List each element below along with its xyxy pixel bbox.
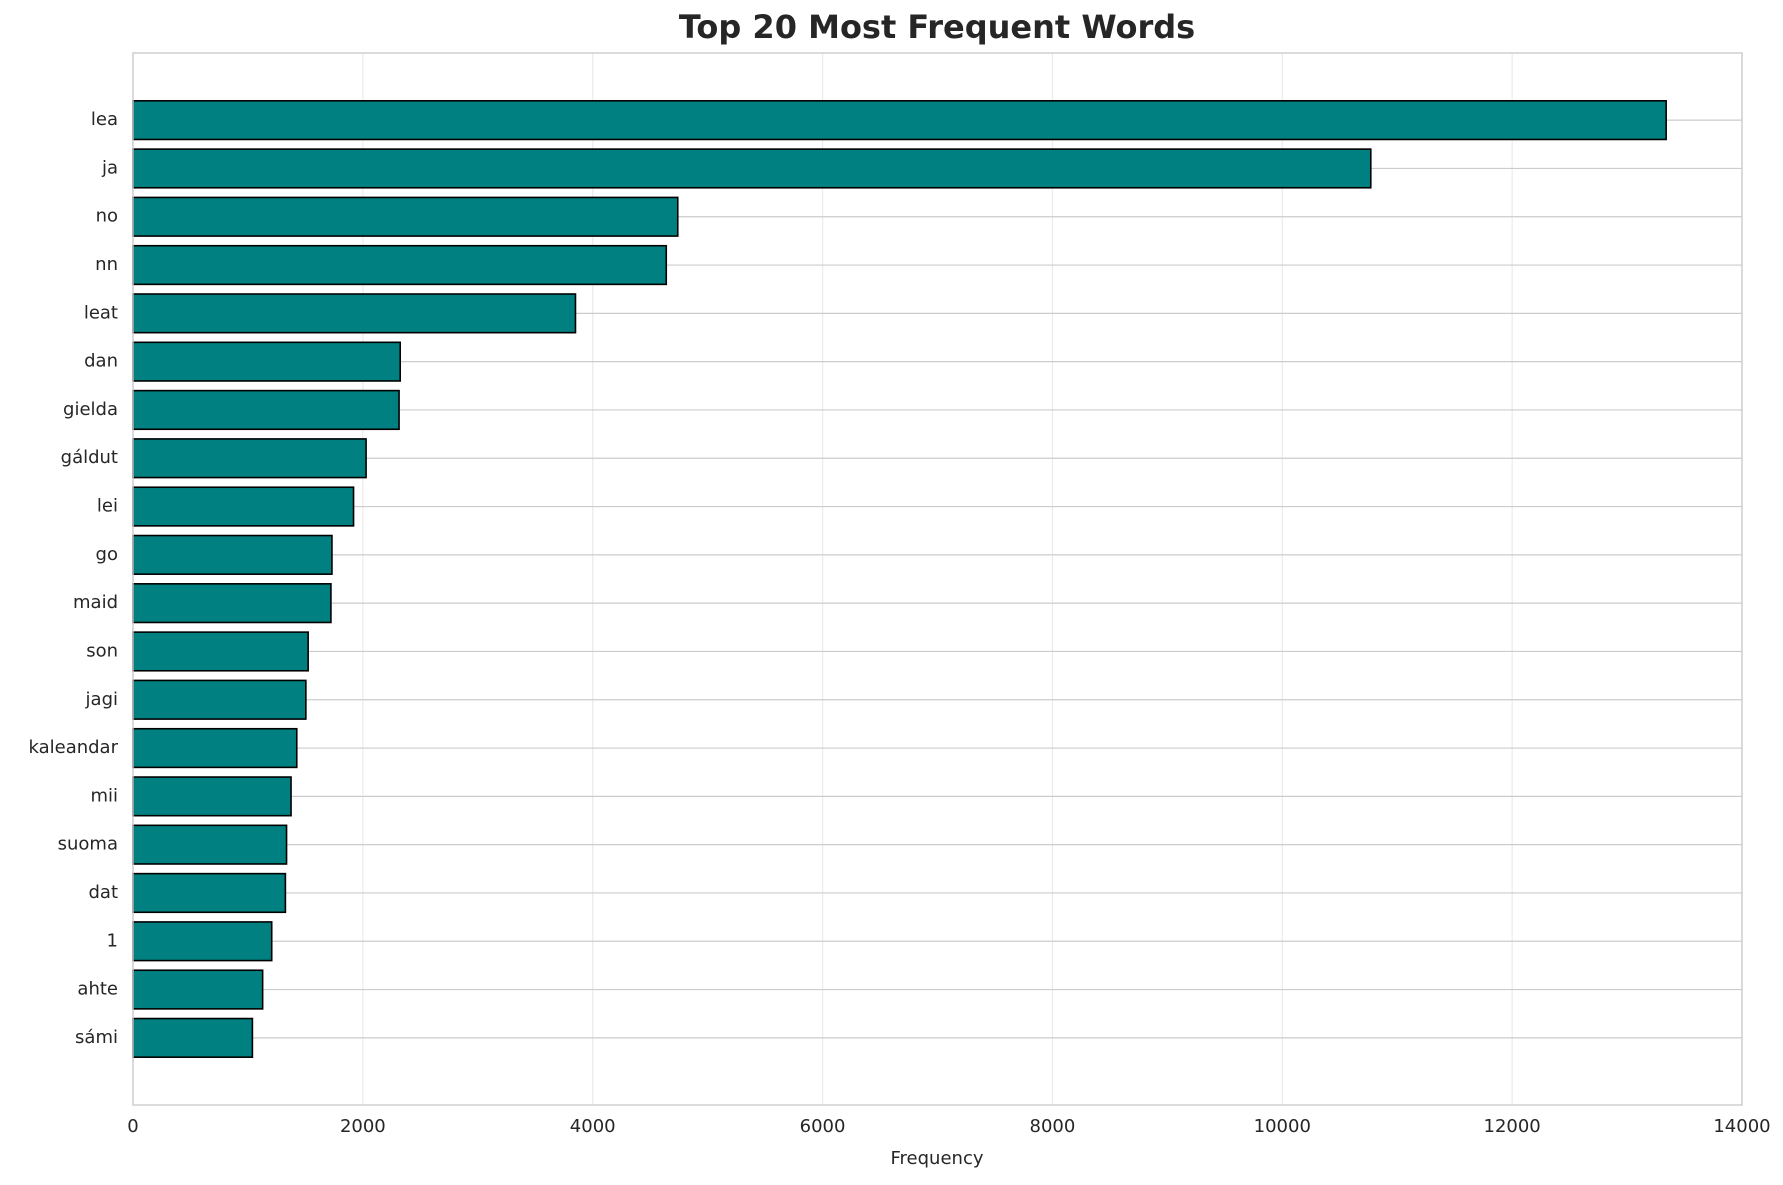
x-tick-label: 6000 — [800, 1116, 846, 1137]
bar — [132, 438, 367, 479]
y-tick-label: dat — [88, 882, 118, 903]
y-tick-label: no — [96, 206, 118, 227]
y-tick-label: mii — [90, 785, 118, 806]
plot-frame — [132, 52, 1743, 1106]
bar — [132, 389, 400, 431]
x-tick-label: 0 — [127, 1116, 138, 1137]
y-tick-label: jagi — [85, 689, 118, 710]
bar — [132, 534, 333, 575]
y-tick-label: gáldut — [61, 447, 118, 468]
x-tick-label: 10000 — [1254, 1116, 1311, 1137]
bar — [132, 1017, 254, 1058]
bar — [132, 679, 307, 720]
y-tick-label: ja — [101, 157, 118, 178]
bar — [132, 776, 292, 817]
bar — [132, 148, 1372, 189]
y-tick-label: ahte — [77, 979, 118, 1000]
bar — [132, 921, 273, 962]
x-tick-label: 14000 — [1713, 1116, 1770, 1137]
y-tick-label: go — [96, 544, 118, 565]
chart-title: Top 20 Most Frequent Words — [679, 8, 1195, 46]
x-tick-label: 4000 — [570, 1116, 616, 1137]
bar — [132, 196, 679, 237]
bar — [132, 872, 287, 914]
bar — [132, 583, 332, 624]
x-tick-label: 2000 — [340, 1116, 386, 1137]
y-tick-label: lea — [91, 109, 118, 130]
y-tick-label: kaleandar — [28, 737, 118, 758]
bar — [132, 969, 264, 1010]
y-tick-label: leat — [84, 302, 118, 323]
x-tick-label: 12000 — [1484, 1116, 1541, 1137]
y-tick-label: lei — [97, 496, 118, 517]
y-tick-label: nn — [95, 254, 118, 275]
y-tick-label: suoma — [58, 834, 118, 855]
y-tick-label: gielda — [63, 399, 118, 420]
y-tick-label: son — [86, 640, 118, 661]
bar — [132, 100, 1667, 141]
x-tick-label: 8000 — [1030, 1116, 1076, 1137]
bar — [132, 341, 402, 382]
bar — [132, 293, 577, 334]
y-tick-label: dan — [84, 351, 118, 372]
bar — [132, 824, 288, 865]
y-tick-label: sámi — [75, 1027, 118, 1048]
bar — [132, 244, 668, 286]
y-tick-label: 1 — [107, 930, 118, 951]
bar — [132, 727, 298, 769]
y-tick-label: maid — [73, 592, 118, 613]
bar — [132, 631, 309, 672]
x-axis-label: Frequency — [891, 1148, 984, 1169]
bar — [132, 486, 355, 527]
